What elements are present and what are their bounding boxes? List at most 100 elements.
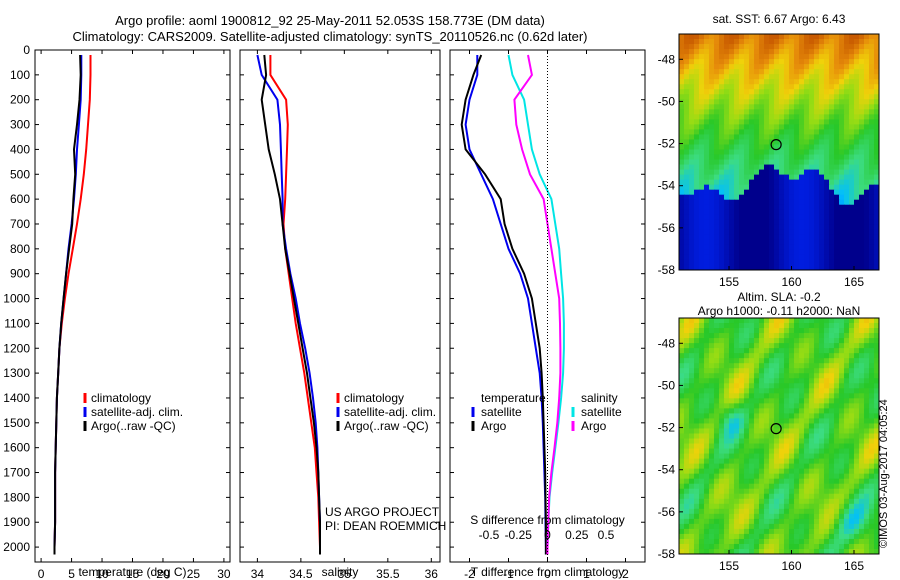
sla-map-cell [729,393,735,399]
sla-map-cell [804,398,810,404]
sst-map-cell [744,194,750,201]
sst-map-cell [724,259,730,266]
sst-map-cell [694,249,700,256]
sst-map-cell [864,124,870,130]
sst-map-cell [814,199,820,206]
sst-map-cell [684,74,690,80]
sla-map-cell [769,513,775,520]
sst-map-cell [749,154,755,161]
sst-map-cell [759,229,765,236]
sla-map-cell [839,543,845,550]
sst-map-cell [839,59,845,65]
sst-map-cell [869,264,875,270]
sst-map-cell [794,189,800,196]
temperature-plot-frame [34,49,231,563]
sst-map-cell [699,149,705,156]
sla-map-cell [739,538,745,545]
sla-map-cell [874,538,879,545]
depth-tick-label: 500 [10,167,30,181]
sla-map-cell [809,488,815,495]
sla-map-cell [764,428,770,435]
sst-map-cell [694,244,700,251]
sst-map-cell [869,39,875,45]
sla-map-cell [804,418,810,425]
sla-map-cell [719,438,725,445]
sla-map-cell [784,318,790,324]
sla-map-cell [874,398,879,404]
sst-map-cell [809,149,815,156]
sla-map-cell [819,528,825,535]
sst-map-cell [779,34,785,40]
sst-map-cell [764,219,770,226]
sla-map-cell [809,528,815,535]
sla-map-cell [794,363,800,369]
sla-map-cell [744,413,750,420]
sla-map-cell [829,513,835,520]
sst-map-cell [709,219,715,226]
sst-map-cell [824,204,830,211]
sst-map-cell [794,199,800,206]
sla-map-cell [754,423,760,430]
sst-map-cell [804,174,810,181]
sst-map-cell [849,229,855,236]
sst-map-cell [814,239,820,246]
sst-map-cell [834,159,840,166]
sla-map-cell [839,488,845,495]
sst-map-cell [779,99,785,105]
sla-map-cell [744,398,750,404]
sst-map-cell [714,189,720,196]
sla-map-cell [809,333,815,339]
sst-map-cell [789,159,795,166]
sst-map-cell [824,84,830,90]
sla-map-cell [744,488,750,495]
sla-map-cell [789,453,795,460]
sla-map-cell [764,438,770,445]
sst-map-cell [839,179,845,186]
sst-map-cell [784,239,790,246]
sla-map-cell [834,533,840,540]
sst-map-cell [794,224,800,231]
sst-map-cell [844,54,850,60]
sla-map-cell [764,368,770,374]
sla-map-cell [734,478,740,485]
sla-map-cell [764,363,770,369]
sst-map-cell [849,64,855,70]
sla-map-cell [819,328,825,334]
sst-map-cell [679,124,685,130]
sst-map-cell [874,129,879,136]
sst-map-cell [789,184,795,191]
sla-map-cell [749,423,755,430]
sst-map-cell [724,209,730,216]
sla-map-cell [834,323,840,329]
sla-map-cell [834,388,840,394]
sst-map-cell [739,164,745,171]
sst-map-cell [849,244,855,251]
sst-map-cell [694,139,700,146]
sla-map-cell [789,328,795,334]
sst-map-cell [684,59,690,65]
salinity-diff-tick-label: -0.25 [505,528,533,542]
sla-map-cell [839,383,845,389]
sst-map-cell [754,194,760,201]
sst-map-cell [759,54,765,60]
sla-map-cell [774,473,780,480]
sla-map-cell [679,518,685,525]
sst-map-cell [724,34,730,40]
sst-map-cell [794,144,800,151]
sst-map-cell [699,174,705,181]
sst-map-cell [759,164,765,171]
sla-map-cell [739,398,745,404]
sla-map-cell [849,488,855,495]
sla-map-cell [744,498,750,505]
sst-map-cell [764,39,770,45]
sla-map-cell [684,378,690,384]
sla-map-cell [704,503,710,510]
sst-map-cell [799,129,805,136]
sst-map-cell [719,39,725,45]
sla-map-cell [694,453,700,460]
sla-map-cell [804,368,810,374]
sla-map-cell [754,438,760,445]
sla-map-cell [819,503,825,510]
sst-map-cell [719,244,725,251]
sla-map-cell [749,453,755,460]
